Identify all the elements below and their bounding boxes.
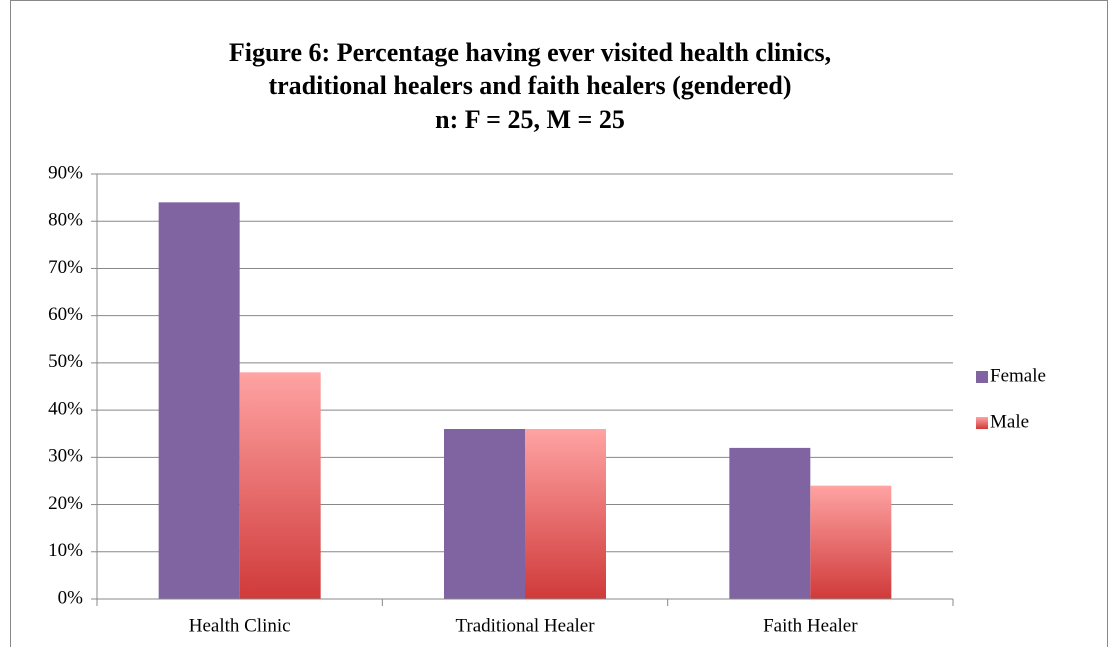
legend-swatch [976,417,988,429]
legend-swatch [976,371,988,383]
y-tick-label: 10% [48,540,83,561]
bar [444,429,525,599]
y-tick-label: 60% [48,304,83,325]
bar [158,202,240,600]
y-tick-label: 30% [48,446,83,467]
x-tick-label: Faith Healer [763,615,858,636]
legend-label: Female [990,365,1046,386]
legend-label: Male [990,411,1029,432]
y-tick-label: 0% [58,587,84,608]
bar [810,485,892,599]
y-tick-label: 50% [48,351,83,372]
chart-title-line: traditional healers and faith healers (g… [268,71,791,100]
chart-subtitle: n: F = 25, M = 25 [435,105,625,134]
y-tick-label: 80% [48,210,83,231]
bar [525,429,606,599]
y-tick-label: 90% [48,162,83,183]
chart-title-line: Figure 6: Percentage having ever visited… [229,38,831,67]
y-tick-label: 70% [48,257,83,278]
y-tick-label: 40% [48,398,83,419]
x-tick-label: Health Clinic [189,615,291,636]
bar [729,447,811,599]
x-tick-label: Traditional Healer [455,615,595,636]
y-tick-label: 20% [48,493,83,514]
chart-frame [10,0,1108,647]
bar [239,372,321,599]
